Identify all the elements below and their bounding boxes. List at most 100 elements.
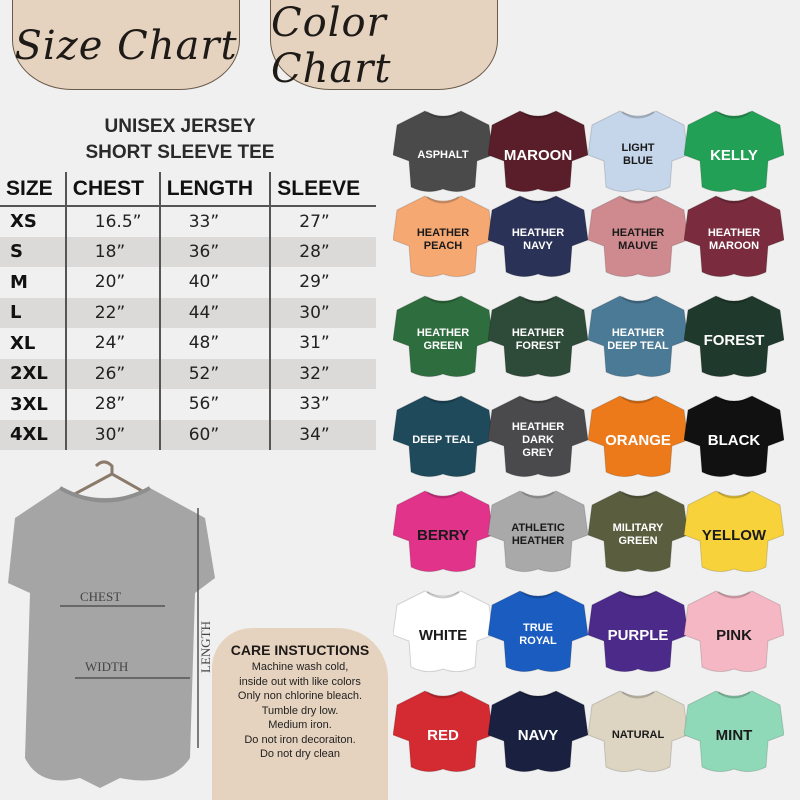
care-title: CARE INSTUCTIONS xyxy=(230,642,370,658)
tshirt-icon xyxy=(393,690,493,773)
care-line: Machine wash cold, xyxy=(251,661,349,673)
tshirt-icon xyxy=(588,590,688,673)
column-header: CHEST xyxy=(64,172,160,207)
color-name: BLACK xyxy=(707,431,761,449)
care-line: Medium iron. xyxy=(268,719,332,731)
color-swatch-black: BLACK xyxy=(684,390,784,482)
color-swatch-heather-forest: HEATHER FOREST xyxy=(488,290,588,382)
color-chart-header: Color Chart xyxy=(270,0,498,92)
color-swatch-athletic-heather: ATHLETIC HEATHER xyxy=(488,485,588,577)
measurement-cell: 36” xyxy=(158,236,271,267)
measurement-cell: 26” xyxy=(64,358,160,389)
measurement-cell: 56” xyxy=(158,389,271,420)
size-cell: 4XL xyxy=(0,419,66,450)
measurement-cell: 40” xyxy=(158,267,271,298)
care-line: Only non chlorine bleach. xyxy=(237,690,363,702)
color-name: MAROON xyxy=(503,146,573,164)
color-swatch-orange: ORANGE xyxy=(588,390,688,482)
color-name: HEATHER GREEN xyxy=(416,327,470,352)
color-name: DEEP TEAL xyxy=(412,433,474,446)
color-swatch-heather-dark-grey: HEATHER DARK GREY xyxy=(488,390,588,482)
tshirt-icon xyxy=(684,110,784,193)
tshirt-icon xyxy=(488,395,588,478)
color-swatch-mint: MINT xyxy=(684,685,784,777)
measurement-cell: 33” xyxy=(269,389,376,420)
tshirt-icon xyxy=(393,590,493,673)
measurement-cell: 48” xyxy=(158,328,271,359)
tshirt-icon xyxy=(588,295,688,378)
tshirt-icon xyxy=(588,490,688,573)
color-name: PURPLE xyxy=(607,626,669,644)
size-chart-header: Size Chart xyxy=(12,0,240,90)
gray-tshirt-image: CHEST WIDTH LENGTH xyxy=(8,460,215,788)
column-header: SLEEVE xyxy=(269,172,376,207)
tshirt-icon xyxy=(488,690,588,773)
measurement-cell: 27” xyxy=(269,206,376,237)
size-cell: 3XL xyxy=(10,393,48,415)
color-name: WHITE xyxy=(418,626,468,644)
color-name: PINK xyxy=(716,626,752,644)
color-name: MILITARY GREEN xyxy=(612,522,664,547)
tshirt-icon xyxy=(393,490,493,573)
measurement-cell: 31” xyxy=(269,328,376,359)
measurement-cell: 30” xyxy=(269,297,376,328)
measurement-cell: 33” xyxy=(158,206,271,237)
tshirt-icon xyxy=(588,690,688,773)
table-row: S 18” 36” 28” xyxy=(0,236,376,267)
column-header: LENGTH xyxy=(158,172,271,207)
measurement-cell: 22” xyxy=(64,297,160,328)
tshirt-icon xyxy=(488,590,588,673)
tshirt-icon xyxy=(393,110,493,193)
color-swatch-true-royal: TRUE ROYAL xyxy=(488,585,588,677)
color-name: BERRY xyxy=(417,526,469,544)
measurement-cell: 29” xyxy=(269,267,376,298)
color-name: TRUE ROYAL xyxy=(519,622,557,647)
measurement-cell: 28” xyxy=(64,389,160,420)
measurement-cell: 18” xyxy=(64,236,160,267)
color-name: YELLOW xyxy=(701,526,767,544)
size-cell: XL xyxy=(10,332,36,354)
measurement-cell: 16.5” xyxy=(64,206,160,237)
color-swatch-yellow: YELLOW xyxy=(684,485,784,577)
color-name: ATHLETIC HEATHER xyxy=(511,522,565,547)
width-label: WIDTH xyxy=(85,659,128,674)
color-name: HEATHER MAUVE xyxy=(611,227,665,252)
color-name: HEATHER PEACH xyxy=(416,227,470,252)
measurement-cell: 30” xyxy=(64,419,160,450)
color-swatch-red: RED xyxy=(393,685,493,777)
tshirt-icon xyxy=(393,295,493,378)
color-swatch-military-green: MILITARY GREEN xyxy=(588,485,688,577)
care-line: Do not dry clean xyxy=(259,748,341,760)
color-swatch-berry: BERRY xyxy=(393,485,493,577)
measurement-cell: 44” xyxy=(158,297,271,328)
color-name: NATURAL xyxy=(611,728,665,741)
care-line: Do not iron decoraiton. xyxy=(244,733,356,746)
tshirt-icon xyxy=(684,195,784,278)
size-cell: L xyxy=(0,297,66,328)
color-name: HEATHER DARK GREY xyxy=(511,420,565,459)
color-name: HEATHER NAVY xyxy=(511,227,565,252)
measurement-cell: 34” xyxy=(269,419,376,450)
tshirt-shape xyxy=(8,488,215,788)
color-swatch-kelly: KELLY xyxy=(684,105,784,197)
color-swatch-deep-teal: DEEP TEAL xyxy=(393,390,493,482)
tshirt-icon xyxy=(393,195,493,278)
measurement-cell: 60” xyxy=(158,419,271,450)
measurement-cell: 28” xyxy=(269,236,376,267)
product-title: UNISEX JERSEY SHORT SLEEVE TEE xyxy=(85,116,275,163)
table-row: L 22” 44” 30” xyxy=(0,297,376,328)
color-swatch-heather-mauve: HEATHER MAUVE xyxy=(588,190,688,282)
size-cell: S xyxy=(0,236,66,267)
tshirt-icon xyxy=(588,395,688,478)
color-name: HEATHER FOREST xyxy=(511,327,565,352)
size-table: SIZE CHEST LENGTH SLEEVE XS 16.5” 33” 27” S 18” 3… xyxy=(0,172,376,450)
tshirt-icon xyxy=(684,690,784,773)
color-name: HEATHER DEEP TEAL xyxy=(607,327,669,352)
color-swatch-forest: FOREST xyxy=(684,290,784,382)
color-swatch-white: WHITE xyxy=(393,585,493,677)
color-grid: ASPHALT MAROON LIGHT BLUE KELLY HEATHER PEAC… xyxy=(390,105,800,800)
table-row: 4XL 30” 60” 34” xyxy=(0,419,376,450)
color-name: RED xyxy=(427,726,459,744)
color-name: FOREST xyxy=(703,331,765,349)
tshirt-icon xyxy=(684,490,784,573)
